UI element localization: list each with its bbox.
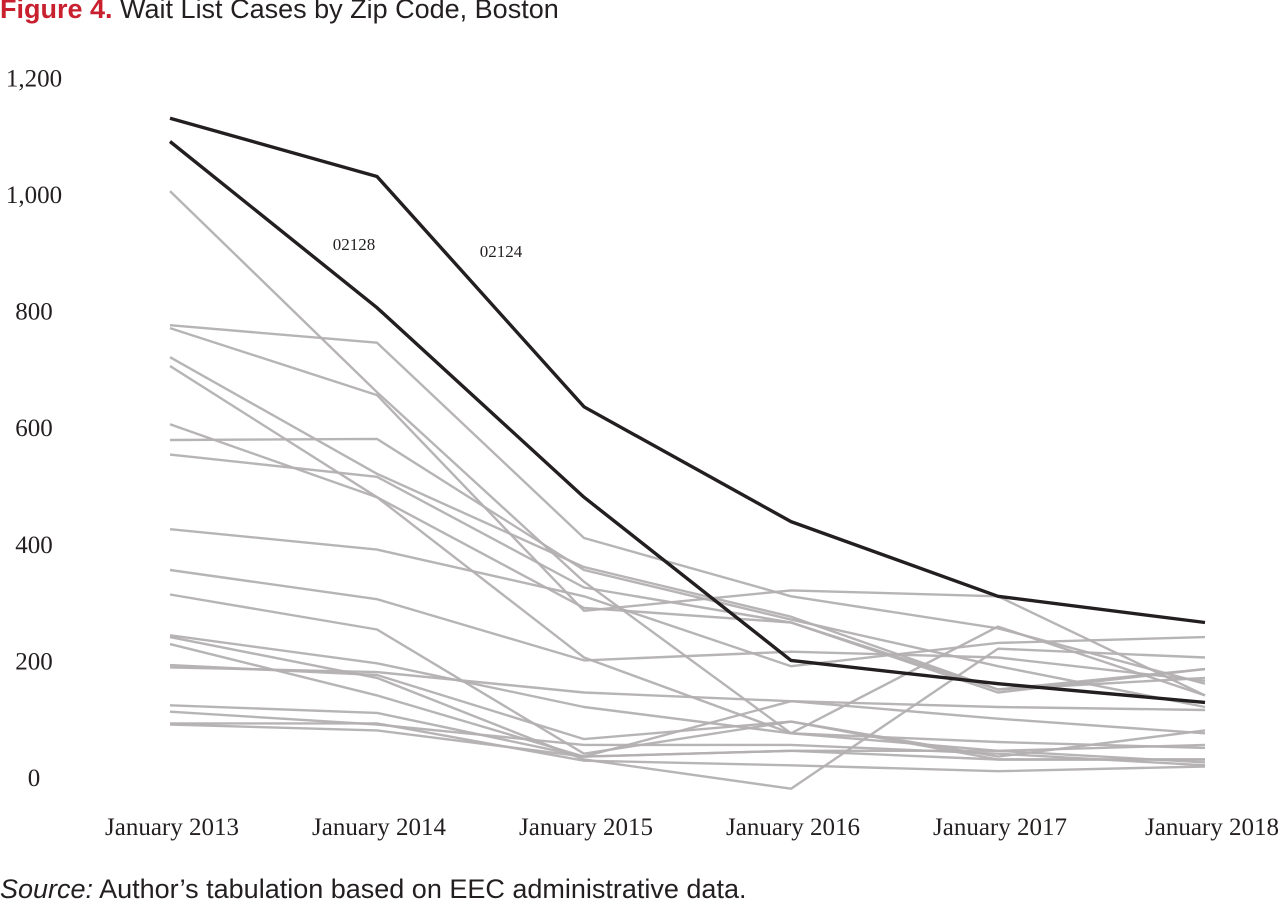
background-series-lines (169, 190, 1206, 790)
chart-title: Figure 4. Wait List Cases by Zip Code, B… (0, 0, 559, 25)
series-line (169, 568, 1206, 682)
series-label-02124: 02124 (480, 242, 523, 261)
series-line (169, 326, 1206, 697)
x-tick-label: January 2015 (519, 814, 653, 841)
y-tick-label: 1,000 (6, 182, 62, 209)
x-tick-label: January 2016 (726, 814, 860, 841)
series-line (169, 635, 1206, 790)
series-line (169, 453, 1206, 694)
chart-title-text: Wait List Cases by Zip Code, Boston (120, 0, 559, 24)
series-line-02124 (169, 116, 1206, 625)
series-label-02128: 02128 (333, 235, 376, 254)
series-labels: 02124 02128 (333, 235, 523, 261)
series-line (169, 723, 1205, 761)
series-line (169, 666, 1206, 712)
y-tick-label: 1,200 (6, 65, 62, 92)
x-tick-label: January 2014 (312, 814, 446, 841)
y-tick-label: 600 (15, 415, 53, 442)
series-line (169, 593, 1206, 758)
source-note: Source: Author’s tabulation based on EEC… (0, 874, 746, 905)
figure-number: Figure 4. (0, 0, 113, 24)
series-line (169, 528, 1206, 668)
y-tick-label: 800 (15, 299, 53, 326)
series-line (169, 642, 1206, 758)
source-label: Source: (0, 874, 94, 904)
series-line (169, 437, 1206, 709)
series-line-02128 (168, 140, 1206, 705)
series-line (170, 722, 1206, 773)
series-line (169, 356, 1206, 691)
y-tick-label: 0 (28, 765, 41, 792)
x-tick-label: January 2017 (933, 814, 1067, 841)
y-tick-label: 200 (15, 648, 53, 675)
series-line (169, 634, 1206, 750)
y-axis: 0 200 400 600 800 1,000 1,200 (6, 65, 62, 792)
x-tick-label: January 2013 (105, 814, 239, 841)
series-line (169, 324, 1206, 685)
x-tick-label: January 2018 (1145, 814, 1279, 841)
x-axis: January 2013 January 2014 January 2015 Janu… (105, 814, 1279, 841)
y-tick-label: 400 (15, 532, 53, 559)
source-text: Author’s tabulation based on EEC adminis… (99, 874, 747, 904)
highlighted-series-lines (168, 116, 1206, 705)
